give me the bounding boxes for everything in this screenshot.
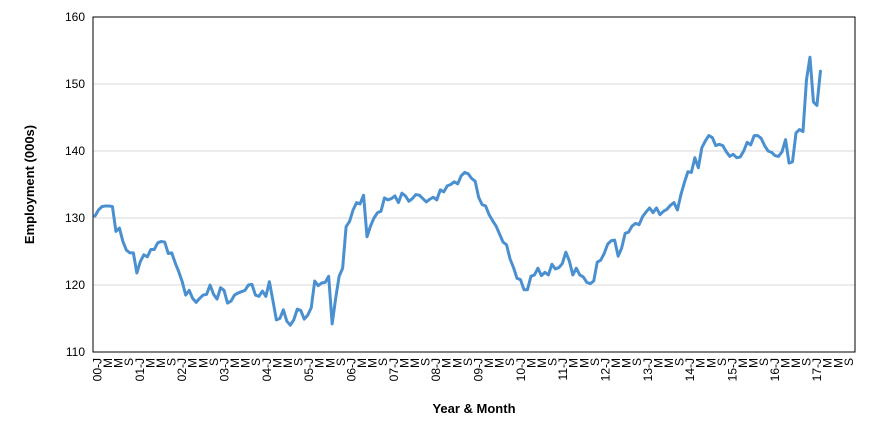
x-tick-label: 14-J xyxy=(683,358,697,381)
x-tick-label: 17-J xyxy=(810,358,824,381)
x-tick-label: M xyxy=(440,358,454,368)
x-tick-label: M xyxy=(524,358,538,368)
x-tick-label: S xyxy=(419,358,433,366)
x-tick-label: S xyxy=(800,358,814,366)
x-tick-label: S xyxy=(715,358,729,366)
x-tick-label: M xyxy=(228,358,242,368)
x-tick-label: S xyxy=(292,358,306,366)
x-tick-label: M xyxy=(821,358,835,368)
x-tick-label: S xyxy=(249,358,263,366)
x-tick-label: S xyxy=(461,358,475,366)
x-tick-label: M xyxy=(112,358,126,368)
x-tick-label: M xyxy=(831,358,845,368)
x-tick-label: 13-J xyxy=(641,358,655,381)
x-tick-label: M xyxy=(747,358,761,368)
x-tick-label: M xyxy=(789,358,803,368)
series-layer xyxy=(93,55,822,327)
x-tick-label: M xyxy=(609,358,623,368)
x-tick-label: M xyxy=(397,358,411,368)
x-tick-label: 00-J xyxy=(90,358,104,381)
x-tick-label: M xyxy=(577,358,591,368)
x-tick-label: 10-J xyxy=(514,358,528,381)
y-tick-label: 110 xyxy=(66,345,85,359)
x-tick-label: M xyxy=(196,358,210,368)
x-tick-label: 04-J xyxy=(260,358,274,381)
x-tick-label: 11-J xyxy=(556,358,570,380)
gridlines xyxy=(93,83,855,286)
x-tick-label: S xyxy=(376,358,390,366)
x-tick-label: M xyxy=(366,358,380,368)
x-tick-label: 03-J xyxy=(217,358,231,381)
x-tick-label: M xyxy=(143,358,157,368)
x-tick-label: M xyxy=(239,358,253,368)
x-tick-label: M xyxy=(736,358,750,368)
x-tick-label: S xyxy=(546,358,560,366)
x-tick-label: S xyxy=(165,358,179,366)
x-tick-label: 08-J xyxy=(429,358,443,381)
x-tick-label: M xyxy=(186,358,200,368)
axes xyxy=(92,16,856,353)
x-tick-label: 06-J xyxy=(344,358,358,381)
x-tick-label: S xyxy=(334,358,348,366)
x-tick-labels: 00-JMMS01-JMMS02-JMMS03-JMMS04-JMMS05-JM… xyxy=(90,358,855,381)
y-tick-label: 130 xyxy=(65,211,85,225)
x-tick-label: S xyxy=(207,358,221,366)
x-tick-label: M xyxy=(567,358,581,368)
x-tick-label: M xyxy=(704,358,718,368)
x-tick-label: S xyxy=(588,358,602,366)
y-axis-title: Employment (000s) xyxy=(22,125,37,244)
x-tick-label: S xyxy=(503,358,517,366)
x-tick-label: S xyxy=(757,358,771,366)
x-tick-label: 07-J xyxy=(387,358,401,381)
x-tick-label: S xyxy=(842,358,856,366)
x-tick-label: M xyxy=(651,358,665,368)
x-tick-label: M xyxy=(493,358,507,368)
x-tick-label: M xyxy=(154,358,168,368)
x-tick-label: S xyxy=(673,358,687,366)
x-tick-label: 16-J xyxy=(768,358,782,381)
y-tick-label: 120 xyxy=(65,278,85,292)
x-tick-label: 01-J xyxy=(133,358,147,381)
x-tick-label: M xyxy=(450,358,464,368)
x-axis-title: Year & Month xyxy=(432,401,515,416)
x-tick-label: 09-J xyxy=(471,358,485,381)
x-tick-label: M xyxy=(535,358,549,368)
x-tick-label: 05-J xyxy=(302,358,316,381)
x-tick-label: M xyxy=(101,358,115,368)
x-tick-label: S xyxy=(630,358,644,366)
x-tick-label: M xyxy=(620,358,634,368)
x-tick-label: 12-J xyxy=(598,358,612,381)
x-tick-label: 02-J xyxy=(175,358,189,381)
y-tick-label: 150 xyxy=(65,77,85,91)
x-tick-label: M xyxy=(281,358,295,368)
plot-frame xyxy=(92,16,856,353)
x-tick-label: M xyxy=(355,358,369,368)
x-tick-label: S xyxy=(122,358,136,366)
x-tick-label: M xyxy=(313,358,327,368)
x-tick-label: 15-J xyxy=(725,358,739,381)
x-tick-label: M xyxy=(270,358,284,368)
series-line xyxy=(93,55,822,327)
y-tick-labels: 110 120 130 140 150 160 xyxy=(65,10,85,359)
x-tick-label: M xyxy=(323,358,337,368)
y-tick-label: 140 xyxy=(65,144,85,158)
x-tick-label: M xyxy=(694,358,708,368)
y-tick-label: 160 xyxy=(65,10,85,24)
x-tick-label: M xyxy=(662,358,676,368)
x-tick-label: M xyxy=(778,358,792,368)
x-tick-label: M xyxy=(482,358,496,368)
x-tick-label: M xyxy=(408,358,422,368)
